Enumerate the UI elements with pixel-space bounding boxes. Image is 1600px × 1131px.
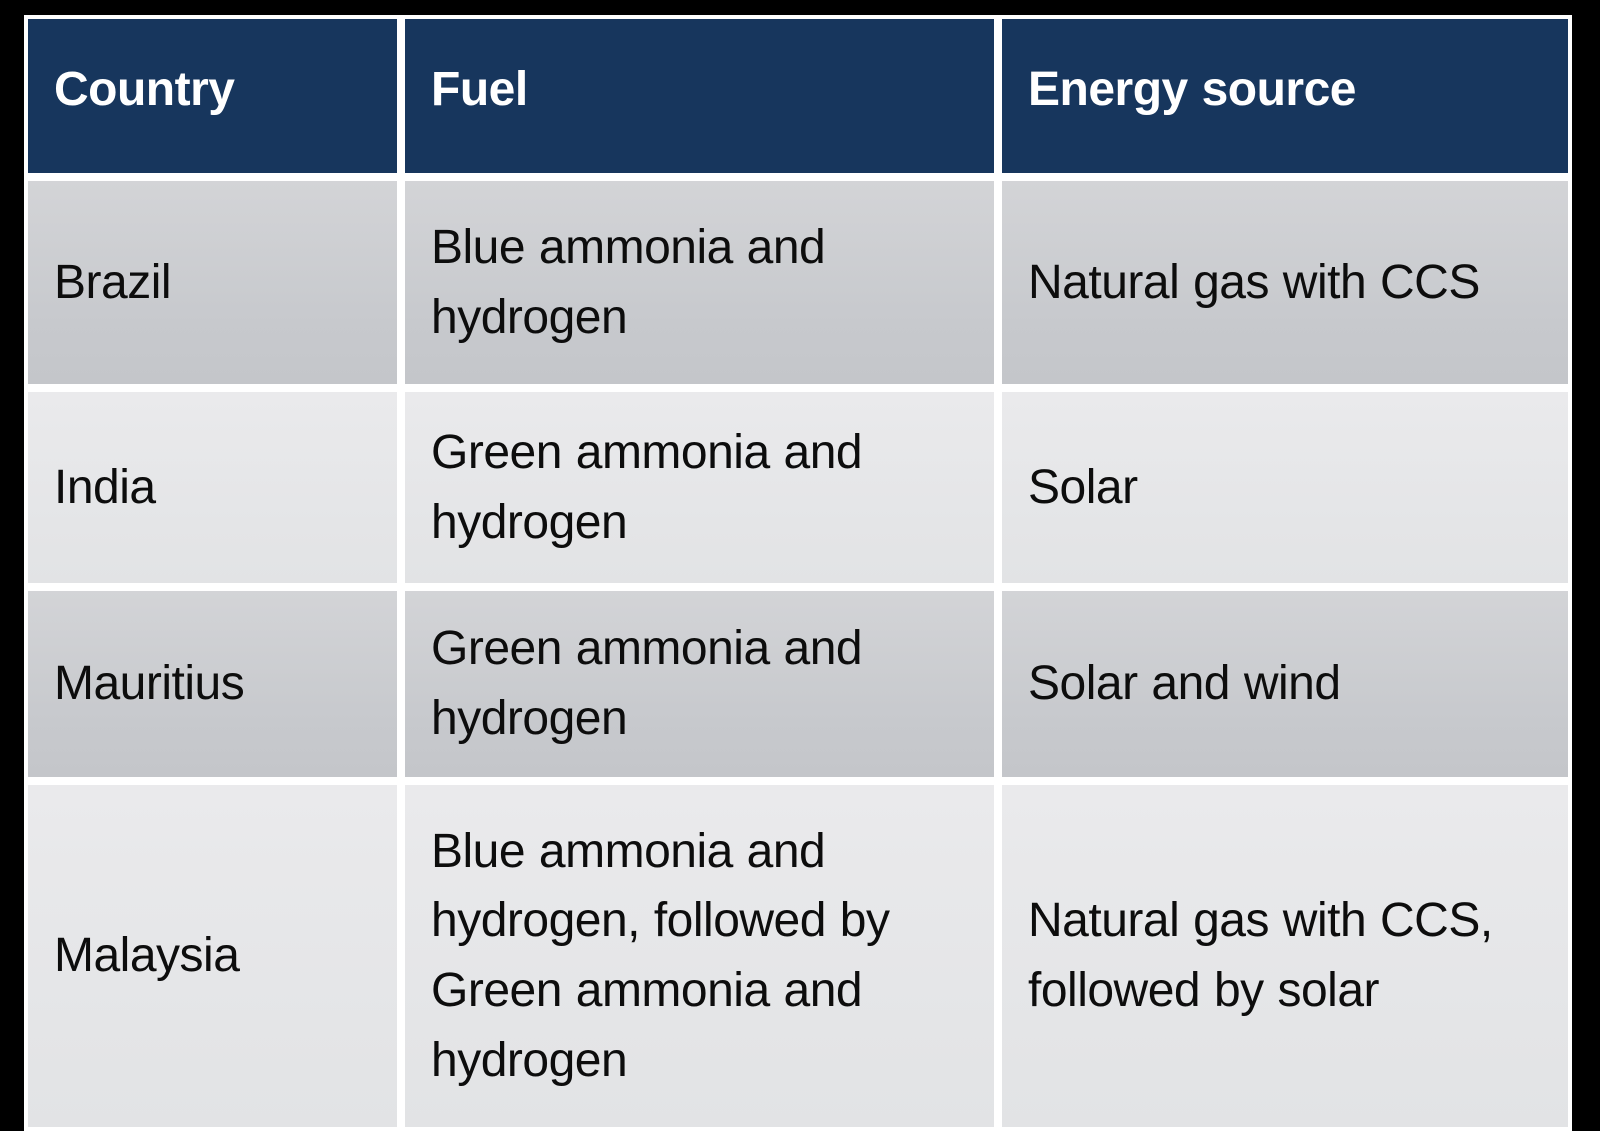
cell-india-energy-source: Solar — [1002, 392, 1568, 583]
fuel-energy-table: Country Fuel Energy source Brazil Blue a… — [24, 15, 1572, 1131]
cell-mauritius-energy-source: Solar and wind — [1002, 591, 1568, 777]
cell-mauritius-country: Mauritius — [28, 591, 397, 777]
country-value: India — [54, 460, 156, 514]
fuel-value: Green ammonia and hydrogen — [431, 425, 863, 549]
country-value: Brazil — [54, 255, 172, 309]
header-label-fuel: Fuel — [431, 63, 528, 116]
fuel-value: Blue ammonia and hydrogen — [431, 220, 826, 344]
header-cell-fuel: Fuel — [405, 19, 994, 173]
fuel-value: Green ammonia and hydrogen — [431, 622, 863, 745]
country-value: Malaysia — [54, 929, 240, 983]
cell-brazil-country: Brazil — [28, 181, 397, 384]
cell-india-country: India — [28, 392, 397, 583]
country-value: Mauritius — [54, 657, 245, 711]
energy-source-value: Solar and wind — [1028, 657, 1341, 711]
fuel-value: Blue ammonia and hydrogen, followed by G… — [431, 824, 890, 1087]
cell-brazil-fuel: Blue ammonia and hydrogen — [405, 181, 994, 384]
cell-mauritius-fuel: Green ammonia and hydrogen — [405, 591, 994, 777]
header-label-energy-source: Energy source — [1028, 63, 1356, 116]
cell-malaysia-fuel: Blue ammonia and hydrogen, followed by G… — [405, 785, 994, 1127]
energy-source-value: Natural gas with CCS, followed by solar — [1028, 894, 1493, 1017]
header-cell-country: Country — [28, 19, 397, 173]
cell-malaysia-country: Malaysia — [28, 785, 397, 1127]
cell-india-fuel: Green ammonia and hydrogen — [405, 392, 994, 583]
header-label-country: Country — [54, 63, 235, 116]
energy-source-value: Natural gas with CCS — [1028, 255, 1480, 309]
cell-malaysia-energy-source: Natural gas with CCS, followed by solar — [1002, 785, 1568, 1127]
cell-brazil-energy-source: Natural gas with CCS — [1002, 181, 1568, 384]
header-cell-energy-source: Energy source — [1002, 19, 1568, 173]
energy-source-value: Solar — [1028, 460, 1138, 514]
